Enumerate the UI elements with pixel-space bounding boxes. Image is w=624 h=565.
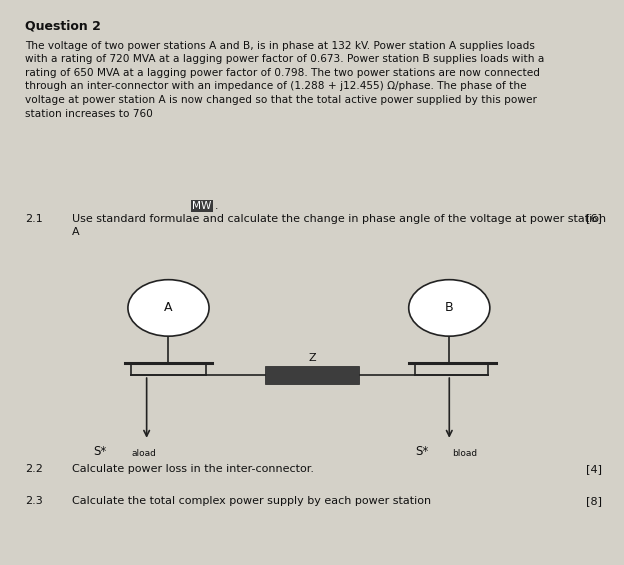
Text: bload: bload [452,449,477,458]
Text: 2.3: 2.3 [25,496,42,506]
Text: .: . [215,201,218,211]
Text: [8]: [8] [586,496,602,506]
Text: MW: MW [192,201,212,211]
Text: B: B [445,301,454,315]
Text: Use standard formulae and calculate the change in phase angle of the voltage at : Use standard formulae and calculate the … [72,214,606,237]
Text: S*: S* [94,445,107,458]
Text: 2.2: 2.2 [25,464,43,475]
Text: Calculate power loss in the inter-connector.: Calculate power loss in the inter-connec… [72,464,314,475]
Text: Z: Z [308,353,316,363]
Text: 2.1: 2.1 [25,214,42,224]
Bar [265,366,359,384]
Ellipse shape [128,280,209,336]
Text: The voltage of two power stations A and B, is in phase at 132 kV. Power station : The voltage of two power stations A and … [25,41,544,119]
Text: S*: S* [415,445,428,458]
Ellipse shape [409,280,490,336]
Text: A: A [164,301,173,315]
Text: Question 2: Question 2 [25,20,101,33]
Text: [6]: [6] [587,214,602,224]
Text: aload: aload [131,449,156,458]
Text: Calculate the total complex power supply by each power station: Calculate the total complex power supply… [72,496,431,506]
Text: [4]: [4] [586,464,602,475]
